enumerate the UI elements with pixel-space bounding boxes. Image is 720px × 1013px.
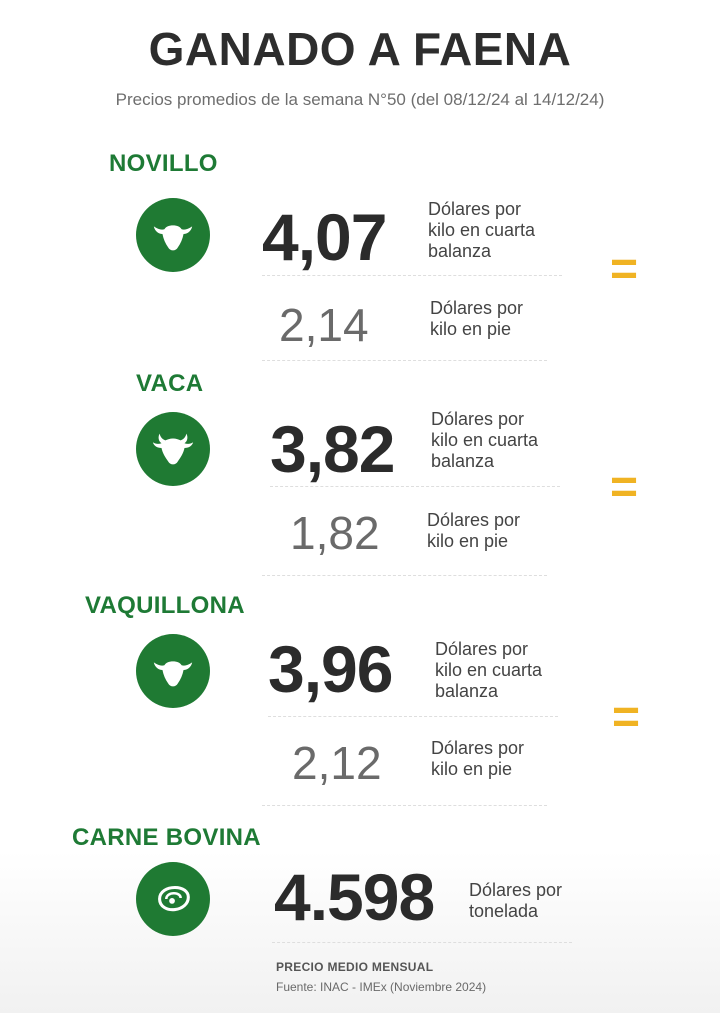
vaquillona-price-cuarta-balanza: 3,96 xyxy=(268,632,393,706)
unit-line: kilo en pie xyxy=(431,759,513,779)
divider xyxy=(272,942,572,943)
unit-line: balanza xyxy=(428,241,492,261)
unit-line: kilo en pie xyxy=(427,531,509,551)
vaca-price-en-pie: 1,82 xyxy=(290,507,380,559)
divider xyxy=(262,275,562,276)
divider xyxy=(262,360,547,361)
page-subtitle: Precios promedios de la semana N°50 (del… xyxy=(115,90,605,109)
unit-line: Dólares por xyxy=(435,639,529,659)
category-label-vaquillona: VAQUILLONA xyxy=(85,592,245,619)
novillo-trend-equal: = xyxy=(610,243,639,296)
cow-head-icon xyxy=(136,412,210,486)
unit-line: Dólares por xyxy=(430,298,524,318)
novillo-unit-en-pie: Dólares por kilo en pie xyxy=(430,298,590,340)
vaca-unit-cuarta-balanza: Dólares por kilo en cuarta balanza xyxy=(431,409,591,472)
vaquillona-unit-cuarta-balanza: Dólares por kilo en cuarta balanza xyxy=(435,639,595,702)
unit-line: Dólares por xyxy=(428,199,522,219)
carne-bovina-price-tonelada: 4.598 xyxy=(274,860,435,934)
unit-line: Dólares por xyxy=(427,510,521,530)
unit-line: Dólares por xyxy=(431,409,525,429)
unit-line: kilo en pie xyxy=(430,319,512,339)
unit-line: Dólares por xyxy=(469,880,563,900)
vaquillona-trend-equal: = xyxy=(612,691,641,744)
unit-line: kilo en cuarta xyxy=(428,220,536,240)
unit-line: kilo en cuarta xyxy=(435,660,543,680)
footer-title: PRECIO MEDIO MENSUAL xyxy=(276,960,434,974)
vaca-unit-en-pie: Dólares por kilo en pie xyxy=(427,510,587,552)
novillo-price-en-pie: 2,14 xyxy=(279,299,369,351)
category-label-carne-bovina: CARNE BOVINA xyxy=(72,824,261,851)
heifer-head-icon xyxy=(136,634,210,708)
divider xyxy=(262,575,547,576)
beef-steak-icon xyxy=(136,862,210,936)
footer-source: Fuente: INAC - IMEx (Noviembre 2024) xyxy=(276,980,487,994)
novillo-unit-cuarta-balanza: Dólares por kilo en cuarta balanza xyxy=(428,199,588,262)
unit-line: tonelada xyxy=(469,901,539,921)
page-title: GANADO A FAENA xyxy=(148,23,572,75)
unit-line: balanza xyxy=(431,451,495,471)
novillo-price-cuarta-balanza: 4,07 xyxy=(262,200,387,274)
carne-bovina-unit-tonelada: Dólares por tonelada xyxy=(469,880,629,922)
unit-line: balanza xyxy=(435,681,499,701)
vaca-trend-equal: = xyxy=(610,461,639,514)
divider xyxy=(262,805,547,806)
vaquillona-unit-en-pie: Dólares por kilo en pie xyxy=(431,738,591,780)
category-label-novillo: NOVILLO xyxy=(109,150,218,177)
divider xyxy=(268,716,558,717)
divider xyxy=(270,486,560,487)
steer-head-icon xyxy=(136,198,210,272)
unit-line: Dólares por xyxy=(431,738,525,758)
vaca-price-cuarta-balanza: 3,82 xyxy=(270,412,395,486)
unit-line: kilo en cuarta xyxy=(431,430,539,450)
category-label-vaca: VACA xyxy=(136,370,204,397)
vaquillona-price-en-pie: 2,12 xyxy=(292,737,382,789)
